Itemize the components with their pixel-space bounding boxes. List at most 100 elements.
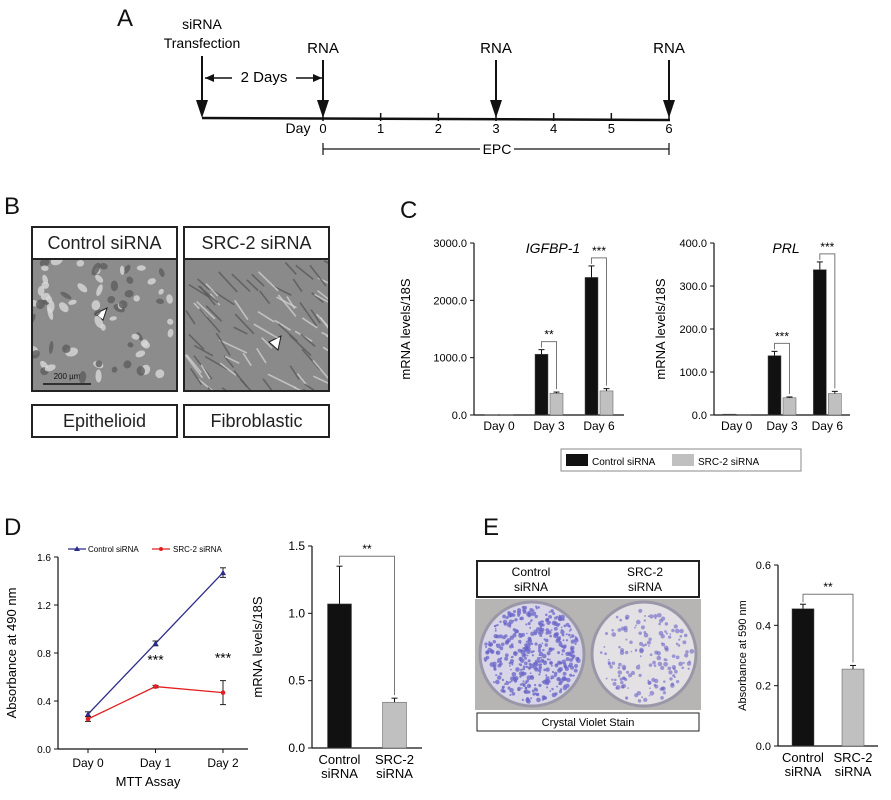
colony-dot [502,635,506,640]
cell-shape [91,262,101,276]
colony-dot [505,680,508,683]
colony-dot [526,654,529,657]
colony-dot [643,619,647,622]
colony-dot [509,644,513,649]
cell-shape [253,323,279,339]
colony-dot [682,661,685,664]
colony-dot [494,629,497,632]
colony-dot [549,690,552,692]
cell-shape [33,313,36,324]
colony-dot [520,649,526,655]
colony-dot [619,650,625,656]
colony-dot [498,661,503,666]
colony-dot [653,678,659,684]
colony-dot [537,606,540,609]
cell-shape [317,277,328,284]
colony-dot [553,626,558,631]
x-tick-label: SRC-2 [833,750,872,765]
colony-dot [530,697,533,700]
colony-dot [531,654,534,657]
cell-shape [304,383,315,390]
x-tick-label: Day 3 [766,419,798,433]
colony-dot [529,663,535,669]
cell-shape [215,332,231,356]
colony-dot [558,667,563,672]
timeline-axis [201,116,671,122]
cell-shape [62,344,71,354]
colony-dot [532,650,535,653]
bar [841,668,865,747]
colony-dot [653,683,657,687]
colony-dot [604,632,609,636]
cell-shape [127,342,134,348]
bar [599,390,614,416]
colony-dot [656,655,662,661]
colony-dot [551,647,555,651]
colony-dot [561,659,566,664]
colony-dot [678,638,681,641]
day-tick-label: 6 [665,121,672,136]
cell-shape [196,301,216,320]
colony-dot [562,639,565,642]
colony-dot [546,686,549,689]
colony-dot [541,623,545,627]
colony-dot [522,667,526,671]
cell-shape [133,295,140,302]
colony-dot [485,650,490,654]
cell-shape [219,362,237,376]
colony-dot [672,667,676,671]
colony-dot [546,620,551,625]
colony-dot [607,662,612,666]
y-tick-label: 0.0 [288,741,305,755]
fibroblastic-cells-image [185,260,328,390]
colony-dot [496,675,502,680]
colony-dot [524,645,529,651]
colony-dot [511,692,516,696]
colony-dot [499,646,504,651]
colony-dot [507,611,511,615]
colony-dot [532,609,535,612]
colony-dot [550,629,553,631]
cell-shape [284,261,297,275]
colony-dot [563,624,567,628]
cell-shape [68,299,77,305]
colony-dot [551,687,554,691]
colony-dot [522,647,525,650]
x-tick-label: Day 6 [583,419,615,433]
colony-dot [512,628,517,632]
colony-dot [550,675,555,680]
colony-dot [687,667,690,670]
day-tick-label: 0 [319,121,326,136]
colony-dot [658,622,661,626]
colony-dot [620,684,625,689]
colony-dot [545,674,548,677]
cell-shape [234,313,255,335]
colony-dot [518,663,521,665]
colony-dot [484,660,487,663]
x-tick-label: Day 0 [721,419,753,433]
colony-dot [574,642,577,645]
cell-shape [204,355,228,371]
colony-dot [494,624,497,628]
y-tick-label: 0.0 [37,745,51,756]
cell-shape [259,290,271,305]
colony-dot [509,635,514,640]
legend-d: Control siRNA SRC-2 siRNA [68,545,223,554]
cell-shape [277,294,297,317]
transfection-label-2: Transfection [164,35,241,51]
colony-dot [520,672,525,677]
colony-dot [511,672,517,677]
colony-dot [500,688,505,693]
colony-dot [642,644,645,647]
src2-title-box: SRC-2 siRNA [183,226,330,260]
cell-shape [94,309,101,317]
cell-shape [91,300,101,311]
colony-dot [617,670,623,675]
colony-dot [673,624,678,629]
colony-dot [514,676,519,681]
colony-dot [538,659,541,663]
cell-shape [58,302,69,313]
colony-dot [665,632,668,635]
colony-dot [495,679,500,685]
y-tick-label: 1.0 [288,606,305,620]
